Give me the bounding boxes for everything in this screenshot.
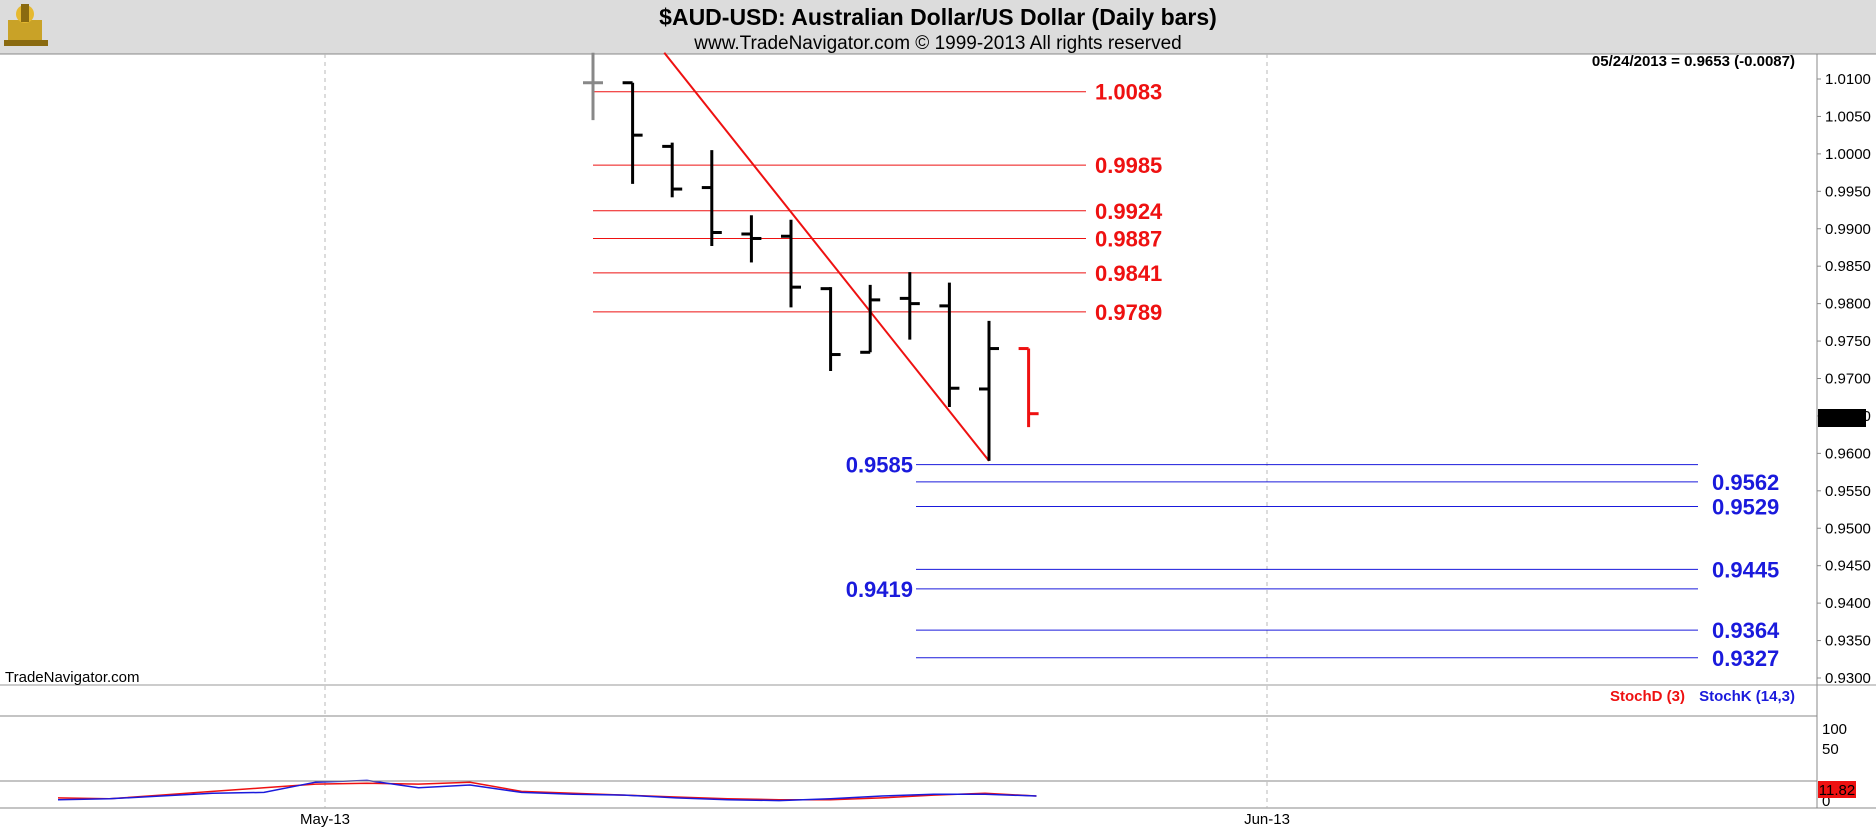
ohlc-bar bbox=[939, 282, 960, 407]
y-tick-label: 0.9900 bbox=[1825, 221, 1871, 238]
resistance-label: 0.9841 bbox=[1095, 261, 1162, 286]
resistance-label: 1.0083 bbox=[1095, 80, 1162, 105]
y-tick-label: 0.9300 bbox=[1825, 670, 1871, 687]
ohlc-bar bbox=[979, 320, 999, 461]
ohlc-bar bbox=[741, 215, 762, 263]
y-tick-label: 0.9500 bbox=[1825, 520, 1871, 537]
x-tick-label-jun: Jun-13 bbox=[1244, 811, 1290, 828]
ohlc-bar bbox=[860, 284, 881, 354]
ohlc-bar bbox=[1018, 347, 1039, 428]
y-tick-label: 0.9950 bbox=[1825, 183, 1871, 200]
y-tick-label: 0.9750 bbox=[1825, 333, 1871, 350]
y-tick-label: 0.9450 bbox=[1825, 558, 1871, 575]
last-price-tag-bg bbox=[1818, 409, 1866, 427]
stoch-series-line bbox=[57, 781, 1037, 801]
support-label: 0.9419 bbox=[846, 577, 913, 602]
y-tick-label: 0.9350 bbox=[1825, 633, 1871, 650]
y-tick-label: 1.0050 bbox=[1825, 108, 1871, 125]
chart-subtitle: www.TradeNavigator.com © 1999-2013 All r… bbox=[693, 33, 1181, 54]
support-label: 0.9445 bbox=[1712, 557, 1779, 582]
stoch-tag: 11.82 bbox=[1819, 782, 1855, 799]
trendline-layer bbox=[663, 52, 990, 462]
support-label: 0.9562 bbox=[1712, 470, 1779, 495]
legend-stochd: StochD (3) bbox=[1610, 688, 1685, 705]
stoch-tick-label: 0 bbox=[1822, 793, 1830, 810]
trendline bbox=[663, 52, 990, 462]
y-axis: 1.0100 1.0050 1.0000 0.9950 0.9900 0.9850 0.98… bbox=[1817, 71, 1871, 687]
chart-title: $AUD-USD: Australian Dollar/US Dollar (D… bbox=[659, 4, 1217, 30]
stoch-series-line bbox=[57, 779, 1037, 802]
y-tick-label: 0.9700 bbox=[1825, 371, 1871, 388]
y-tick-label: 0.9850 bbox=[1825, 258, 1871, 275]
ohlc-bar bbox=[820, 287, 841, 372]
ohlc-bar bbox=[781, 219, 801, 308]
ohlc-bar bbox=[583, 52, 603, 121]
last-price-tag: 0.9653 bbox=[1819, 410, 1865, 427]
resistance-label: 0.9924 bbox=[1095, 199, 1163, 224]
support-label: 0.9327 bbox=[1712, 646, 1779, 671]
bars-layer bbox=[583, 52, 1039, 461]
y-tick-label: 0.9800 bbox=[1825, 296, 1871, 313]
ohlc-bar bbox=[899, 272, 920, 340]
x-tick-label-may: May-13 bbox=[300, 811, 350, 828]
support-label: 0.9529 bbox=[1712, 495, 1779, 520]
header-bar bbox=[0, 0, 1876, 54]
stoch-tick-label: 50 bbox=[1822, 741, 1839, 758]
y-tick-label: 0.9550 bbox=[1825, 483, 1871, 500]
ohlc-bar bbox=[701, 150, 722, 246]
legend-stochk: StochK (14,3) bbox=[1699, 688, 1795, 705]
ohlc-bar bbox=[622, 81, 643, 184]
stoch-tag-bg bbox=[1818, 781, 1856, 798]
last-quote: 05/24/2013 = 0.9653 (-0.0087) bbox=[1592, 53, 1795, 70]
support-label: 0.9585 bbox=[846, 453, 913, 478]
support-label: 0.9364 bbox=[1712, 618, 1780, 643]
logo-icon bbox=[4, 4, 48, 46]
y-tick-label: 0.9600 bbox=[1825, 445, 1871, 462]
ohlc-bar bbox=[662, 142, 683, 198]
y-tick-label: 1.0000 bbox=[1825, 146, 1871, 163]
resistance-label: 0.9985 bbox=[1095, 153, 1162, 178]
price-panel bbox=[0, 53, 1876, 808]
watermark: TradeNavigator.com bbox=[5, 669, 140, 686]
resistance-label: 0.9789 bbox=[1095, 300, 1162, 325]
y-tick-label: 1.0100 bbox=[1825, 71, 1871, 88]
stoch-layer bbox=[57, 779, 1037, 802]
y-tick-label: 0.9400 bbox=[1825, 595, 1871, 612]
stoch-tick-label: 100 bbox=[1822, 721, 1847, 738]
resistance-label: 0.9887 bbox=[1095, 226, 1162, 251]
